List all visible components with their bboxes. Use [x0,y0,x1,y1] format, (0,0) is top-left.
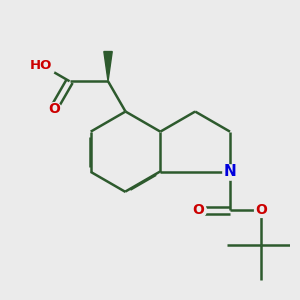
Text: HO: HO [29,59,52,72]
Text: O: O [48,101,60,116]
Text: O: O [193,203,205,217]
Text: N: N [224,164,236,179]
Polygon shape [104,52,112,81]
Text: O: O [256,203,267,217]
